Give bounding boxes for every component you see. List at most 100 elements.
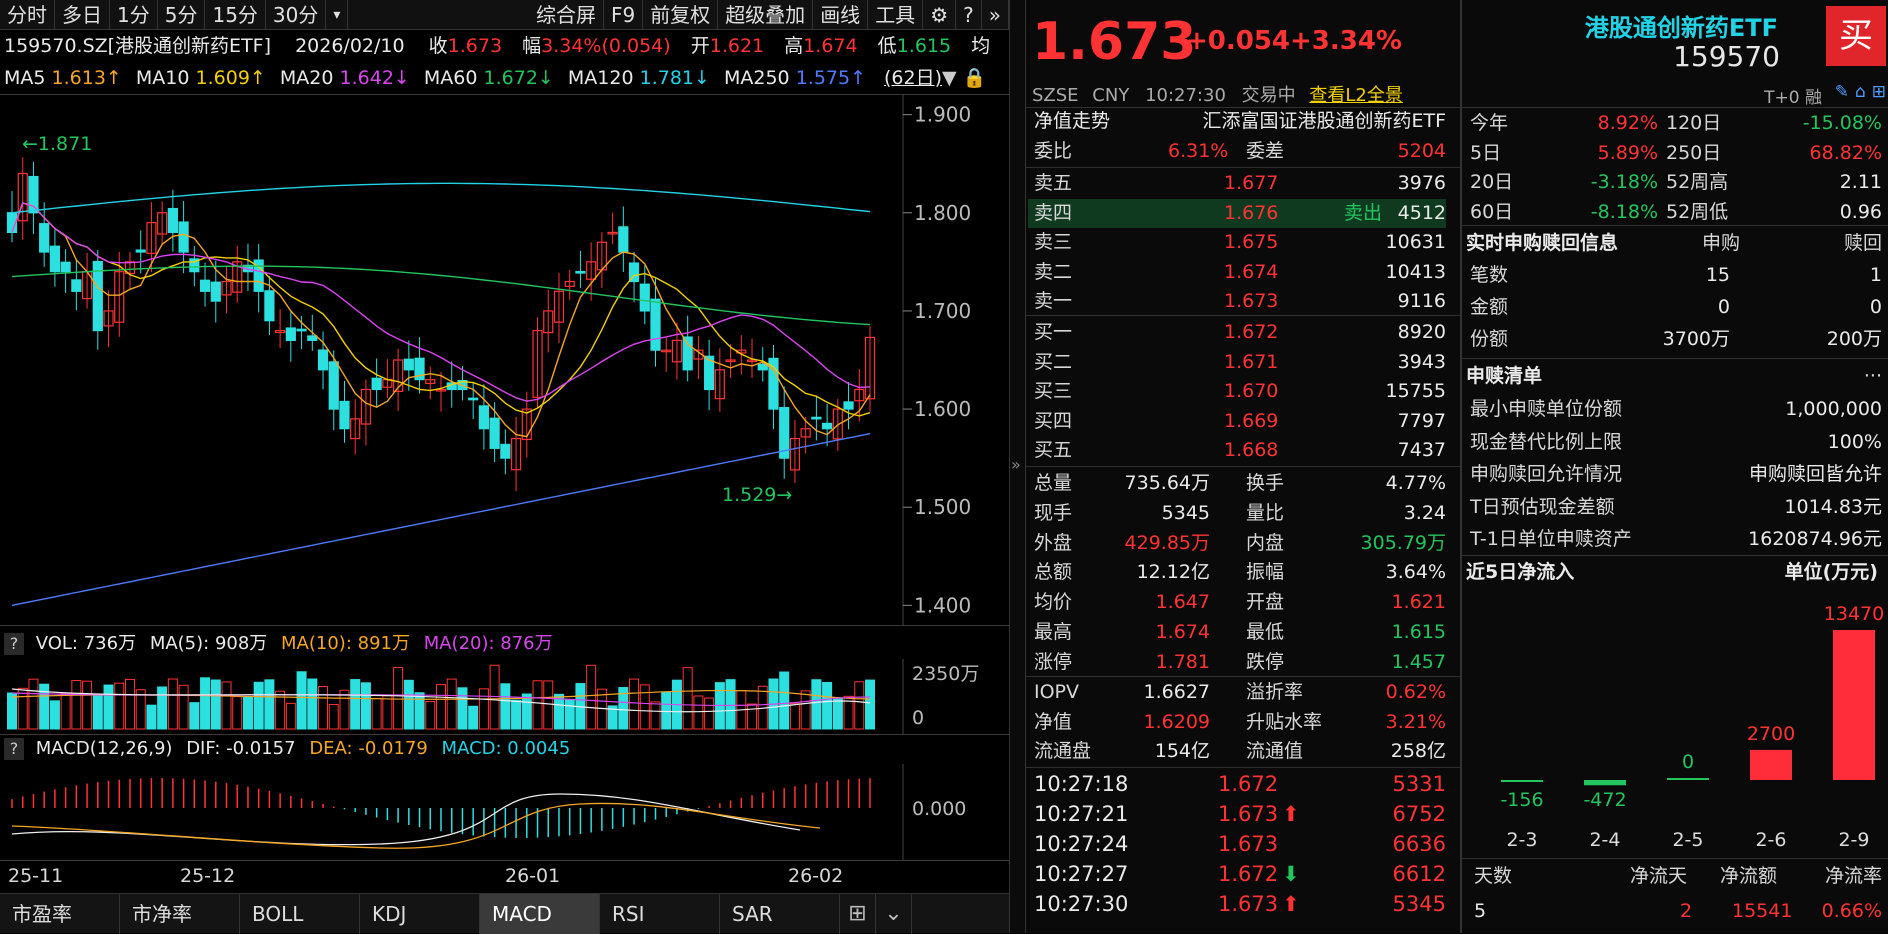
- volume-bar: [275, 690, 286, 730]
- date-tick: 25-11: [8, 865, 64, 887]
- more-icon[interactable]: ···: [1863, 365, 1882, 387]
- commission-diff: 5204: [1397, 140, 1446, 162]
- list-value: 1,000,000: [1785, 398, 1882, 420]
- tab-boll[interactable]: BOLL: [240, 894, 360, 934]
- home-icon[interactable]: ⌂: [1854, 82, 1866, 102]
- tab-pe[interactable]: 市盈率: [0, 894, 120, 934]
- sell-level-row[interactable]: 卖四 1.676 卖出 4512: [1028, 198, 1446, 228]
- buy-level-row[interactable]: 买四 1.669 7797: [1028, 407, 1446, 436]
- collapse-icon[interactable]: »: [982, 0, 1009, 30]
- panel-splitter[interactable]: »: [1009, 0, 1026, 933]
- expand-icon[interactable]: »: [1011, 455, 1021, 474]
- stat-value: 1.621: [1391, 591, 1446, 614]
- buy-level-row[interactable]: 买五 1.668 7437: [1028, 436, 1446, 465]
- tab-kdj[interactable]: KDJ: [360, 894, 480, 934]
- tab-macd[interactable]: MACD: [480, 894, 600, 934]
- candle-body: [371, 377, 382, 391]
- security-name: 159570.SZ[港股通创新药ETF]: [4, 35, 272, 57]
- tab-adjust[interactable]: 前复权: [643, 0, 719, 30]
- chevron-down-icon[interactable]: ⌄: [876, 894, 912, 934]
- perf-value: -3.18%: [1590, 171, 1658, 193]
- lock-icon[interactable]: 🔒: [962, 67, 987, 89]
- sell-level-price: 1.674: [1224, 260, 1279, 283]
- tab-multiday[interactable]: 多日: [55, 0, 110, 30]
- l2-link[interactable]: 查看L2全景: [1309, 85, 1403, 106]
- period-dropdown[interactable]: ▾: [326, 0, 349, 30]
- tab-sar[interactable]: SAR: [720, 894, 840, 934]
- price-change-pct: +3.34%: [1290, 26, 1402, 56]
- tick-time: 10:27:24: [1034, 832, 1129, 856]
- tab-30min[interactable]: 30分: [266, 0, 327, 30]
- tick-volume: 5331: [1392, 772, 1446, 796]
- tab-15min[interactable]: 15分: [205, 0, 266, 30]
- candle-body: [618, 226, 629, 253]
- candle-body: [403, 358, 414, 371]
- nav-trend-row[interactable]: 净值走势 汇添富国证港股通创新药ETF: [1028, 107, 1446, 136]
- help-icon[interactable]: ?: [4, 738, 24, 760]
- candle-body: [564, 280, 575, 287]
- stat-row: 总量 735.64万 换手 4.77%: [1028, 469, 1446, 498]
- volume-bar: [189, 702, 200, 730]
- period-selector[interactable]: (62日)▼ 🔒: [884, 64, 986, 92]
- candle-body: [124, 261, 136, 275]
- tab-1min[interactable]: 1分: [110, 0, 158, 30]
- tick-volume: 5345: [1392, 892, 1446, 916]
- tab-overlay[interactable]: 超级叠加: [718, 0, 814, 30]
- tab-tools[interactable]: 工具: [868, 0, 924, 30]
- nav-trend-label[interactable]: 净值走势: [1034, 110, 1111, 132]
- volume-bar: [446, 678, 457, 730]
- perf-value: 68.82%: [1809, 141, 1882, 164]
- tab-f9[interactable]: F9: [604, 0, 644, 30]
- buy-level-label: 买三: [1034, 380, 1073, 402]
- stat-value: 5345: [1161, 501, 1210, 524]
- candle-body: [28, 175, 39, 214]
- flow-rate: 0.66%: [1821, 900, 1882, 922]
- sell-level-volume: 4512: [1397, 201, 1446, 224]
- list-value: 申购赎回皆允许: [1748, 463, 1882, 485]
- help-icon[interactable]: ?: [956, 0, 982, 30]
- buy-level-volume: 3943: [1397, 350, 1446, 373]
- tab-draw[interactable]: 画线: [813, 0, 869, 30]
- sell-level-row[interactable]: 卖三 1.675 10631: [1028, 228, 1446, 257]
- tab-intraday[interactable]: 分时: [0, 0, 55, 30]
- list-header: 申赎清单 ···: [1466, 361, 1882, 391]
- close-label: 收: [428, 35, 448, 57]
- add-icon[interactable]: ⊞: [1871, 82, 1886, 102]
- macd-chart[interactable]: 0.000: [0, 764, 1009, 860]
- triangle-down-icon[interactable]: ▼: [942, 67, 957, 89]
- price-change: +0.054: [1186, 26, 1291, 56]
- perf-label: 250日: [1666, 141, 1722, 164]
- volume-bar: [393, 666, 404, 730]
- date-tick: 25-12: [180, 865, 236, 887]
- volume-chart[interactable]: 2350万 0: [0, 659, 1009, 734]
- commission-row: 委比 6.31% 委差 5204: [1028, 137, 1446, 166]
- volume-bar: [822, 681, 833, 730]
- candlestick-chart[interactable]: 1.900 1.800 1.700 1.600 1.500 1.400 ←1.871 1.52…: [0, 95, 1009, 625]
- quote-panel: 1.673 +0.054 +3.34% SZSE CNY 10:27:30 交易…: [1026, 0, 1460, 933]
- add-icon[interactable]: ⊞: [840, 894, 876, 934]
- list-row: 最小申赎单位份额 1,000,000: [1470, 394, 1882, 424]
- perf-row: 20日 -3.18% 52周高 2.11: [1470, 167, 1882, 197]
- sell-level-row[interactable]: 卖二 1.674 10413: [1028, 258, 1446, 287]
- buy-button[interactable]: 买: [1826, 6, 1886, 66]
- period-select-value[interactable]: (62日): [884, 67, 943, 89]
- high-value: 1.674: [803, 35, 858, 57]
- exchange-label: SZSE: [1032, 85, 1079, 106]
- volume-bar: [543, 680, 554, 730]
- help-icon[interactable]: ?: [4, 633, 24, 655]
- buy-level-row[interactable]: 买一 1.672 8920: [1028, 318, 1446, 347]
- edit-icon[interactable]: ✎: [1834, 82, 1849, 102]
- volume-bar: [253, 681, 264, 730]
- tab-5min[interactable]: 5分: [158, 0, 206, 30]
- sell-level-row[interactable]: 卖五 1.677 3976: [1028, 169, 1446, 198]
- chart-area[interactable]: 分时 多日 1分 5分 15分 30分 ▾ 综合屏 F9 前复权 超级叠加 画线…: [0, 0, 1009, 934]
- gear-icon[interactable]: ⚙: [923, 0, 957, 30]
- stat-value: 1.647: [1155, 591, 1210, 614]
- buy-level-row[interactable]: 买三 1.670 15755: [1028, 377, 1446, 406]
- tab-pb[interactable]: 市净率: [120, 894, 240, 934]
- sell-level-row[interactable]: 卖一 1.673 9116: [1028, 287, 1446, 316]
- tab-rsi[interactable]: RSI: [600, 894, 720, 934]
- tick-row: 10:27:21 1.673 ⬆ 6752: [1028, 800, 1446, 829]
- buy-level-row[interactable]: 买二 1.671 3943: [1028, 348, 1446, 377]
- tab-composite[interactable]: 综合屏: [529, 0, 604, 30]
